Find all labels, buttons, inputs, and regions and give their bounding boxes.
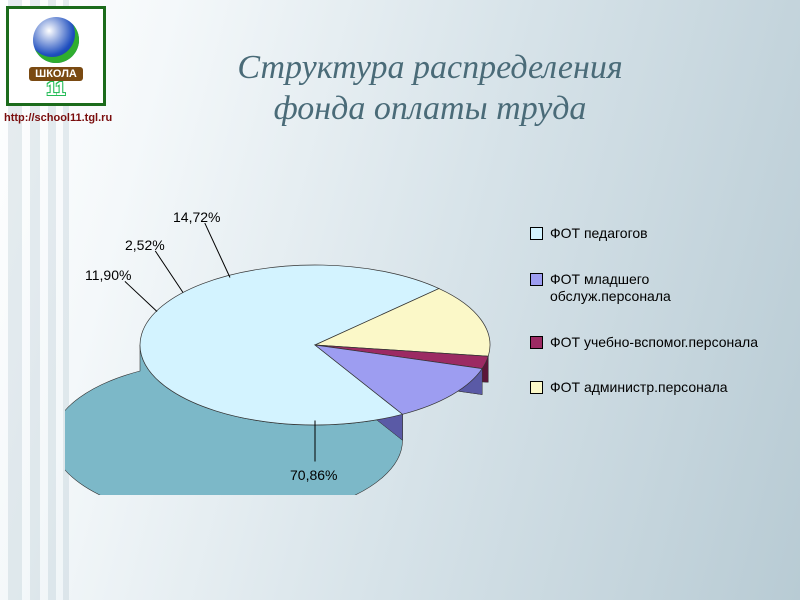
slide: ШКОЛА 11 http://school11.tgl.ru Структур… — [0, 0, 800, 600]
leader-line — [315, 421, 316, 462]
slice-label-teachers: 70,86% — [290, 467, 337, 483]
pie-svg — [65, 215, 505, 495]
site-url: http://school11.tgl.ru — [4, 112, 112, 124]
legend-swatch — [530, 381, 543, 394]
slide-title: Структура распределения фонда оплаты тру… — [150, 48, 710, 130]
legend-item-edu_aux: ФОТ учебно-вспомог.персонала — [530, 334, 790, 352]
slice-label-admin: 14,72% — [173, 209, 220, 225]
legend-item-junior: ФОТ младшегообслуж.персонала — [530, 271, 790, 306]
legend-swatch — [530, 227, 543, 240]
slice-label-edu_aux: 2,52% — [125, 237, 165, 253]
legend-label: ФОТ администр.персонала — [550, 379, 728, 397]
legend-item-admin: ФОТ администр.персонала — [530, 379, 790, 397]
title-line-2: фонда оплаты труда — [274, 90, 587, 127]
pie-chart-3d: 70,86%11,90%2,52%14,72% — [65, 215, 505, 495]
legend-label: ФОТ педагогов — [550, 225, 648, 243]
legend: ФОТ педагогов ФОТ младшегообслуж.персонал… — [530, 225, 790, 425]
legend-swatch — [530, 273, 543, 286]
legend-swatch — [530, 336, 543, 349]
logo-number: 11 — [46, 79, 65, 100]
legend-label: ФОТ учебно-вспомог.персонала — [550, 334, 758, 352]
title-line-1: Структура распределения — [237, 49, 622, 86]
legend-item-teachers: ФОТ педагогов — [530, 225, 790, 243]
school-logo: ШКОЛА 11 — [6, 6, 106, 106]
globe-icon — [33, 17, 79, 63]
legend-label: ФОТ младшегообслуж.персонала — [550, 271, 671, 306]
